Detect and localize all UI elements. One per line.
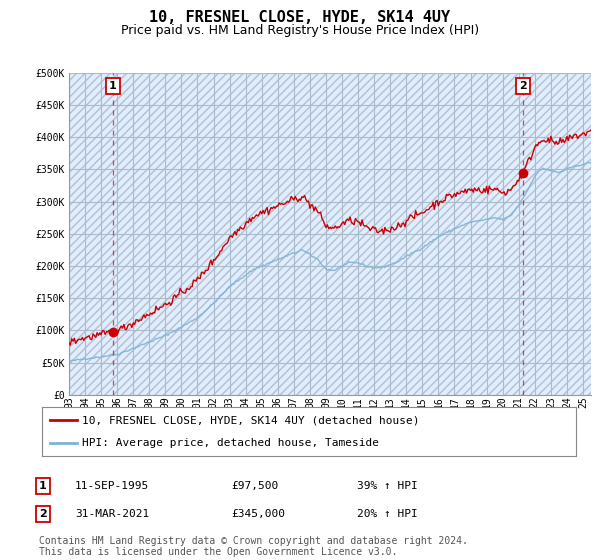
Text: 10, FRESNEL CLOSE, HYDE, SK14 4UY (detached house): 10, FRESNEL CLOSE, HYDE, SK14 4UY (detac… xyxy=(82,416,419,426)
Text: Price paid vs. HM Land Registry's House Price Index (HPI): Price paid vs. HM Land Registry's House … xyxy=(121,24,479,36)
Text: 39% ↑ HPI: 39% ↑ HPI xyxy=(357,481,418,491)
Text: 1: 1 xyxy=(39,481,47,491)
Text: 11-SEP-1995: 11-SEP-1995 xyxy=(75,481,149,491)
Text: 31-MAR-2021: 31-MAR-2021 xyxy=(75,509,149,519)
Text: 10, FRESNEL CLOSE, HYDE, SK14 4UY: 10, FRESNEL CLOSE, HYDE, SK14 4UY xyxy=(149,10,451,25)
Text: 2: 2 xyxy=(39,509,47,519)
Text: £345,000: £345,000 xyxy=(231,509,285,519)
Text: £97,500: £97,500 xyxy=(231,481,278,491)
Text: 2: 2 xyxy=(519,81,527,91)
Text: HPI: Average price, detached house, Tameside: HPI: Average price, detached house, Tame… xyxy=(82,438,379,448)
Text: 1: 1 xyxy=(109,81,116,91)
Text: 20% ↑ HPI: 20% ↑ HPI xyxy=(357,509,418,519)
Text: Contains HM Land Registry data © Crown copyright and database right 2024.
This d: Contains HM Land Registry data © Crown c… xyxy=(39,535,468,557)
